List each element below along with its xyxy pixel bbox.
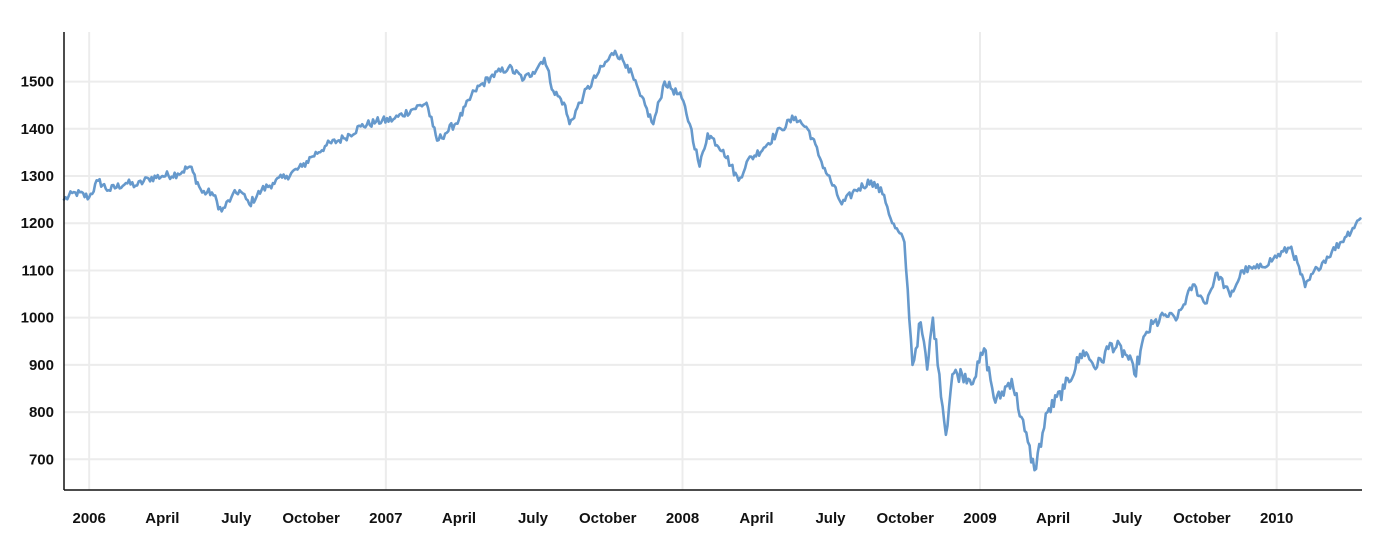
y-tick-label: 1200 xyxy=(21,215,54,232)
y-tick-label: 1100 xyxy=(21,262,54,279)
x-tick-label: October xyxy=(579,510,637,527)
vertical-gridlines xyxy=(88,32,1278,490)
x-tick-label: April xyxy=(1036,510,1070,527)
x-tick-label: 2009 xyxy=(963,510,996,527)
x-tick-label: October xyxy=(876,510,934,527)
price-series xyxy=(62,49,1362,472)
x-tick-label: July xyxy=(518,510,549,527)
x-tick-label: 2010 xyxy=(1260,510,1293,527)
x-tick-label: April xyxy=(442,510,476,527)
y-tick-label: 1500 xyxy=(21,74,54,91)
x-tick-label: October xyxy=(1173,510,1231,527)
y-tick-label: 800 xyxy=(29,404,54,421)
y-tick-label: 700 xyxy=(29,451,54,468)
x-tick-label: July xyxy=(815,510,846,527)
y-axis-tick-labels: 700 800 900 1000 1100 1200 1300 1400 1500 xyxy=(21,74,54,469)
x-tick-label: 2006 xyxy=(73,510,106,527)
y-tick-label: 900 xyxy=(29,357,54,374)
y-tick-label: 1300 xyxy=(21,168,54,185)
y-tick-label: 1400 xyxy=(21,121,54,138)
x-tick-label: July xyxy=(221,510,252,527)
x-tick-label: 2007 xyxy=(369,510,402,527)
x-tick-label: April xyxy=(739,510,773,527)
x-axis-tick-labels: 2006 April July October 2007 April July October… xyxy=(73,510,1294,527)
x-tick-label: July xyxy=(1112,510,1143,527)
x-tick-label: April xyxy=(145,510,179,527)
y-tick-label: 1000 xyxy=(21,310,54,327)
x-tick-label: 2008 xyxy=(666,510,699,527)
x-tick-label: October xyxy=(282,510,340,527)
price-line xyxy=(62,49,1362,472)
